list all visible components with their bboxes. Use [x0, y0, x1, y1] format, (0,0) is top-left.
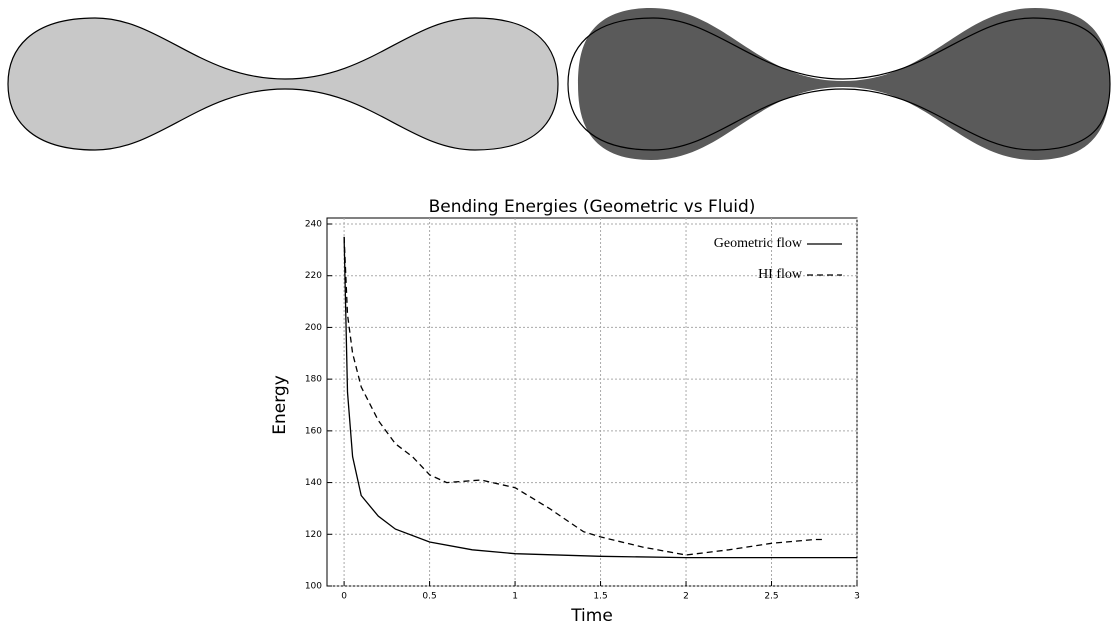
data-line [343, 236, 823, 556]
y-tick-label: 120 [305, 530, 322, 540]
x-tick-label: 0.5 [422, 592, 436, 602]
x-tick-label: 0 [341, 592, 347, 602]
y-tick-label: 160 [305, 426, 322, 436]
x-tick-label: 1.5 [593, 592, 607, 602]
y-tick-label: 140 [305, 478, 322, 488]
legend-label: HI flow [758, 267, 803, 282]
geometric-shape [7, 17, 559, 151]
y-tick-label: 200 [305, 323, 322, 333]
geometric-outline [567, 17, 1111, 151]
y-tick-label: 100 [305, 582, 322, 592]
x-tick-label: 3 [854, 592, 860, 602]
chart-title: Bending Energies (Geometric vs Fluid) [429, 197, 756, 217]
fluid-shape [578, 8, 1110, 160]
y-tick-label: 180 [305, 375, 322, 385]
x-tick-label: 1 [512, 592, 518, 602]
data-line [343, 236, 857, 559]
x-axis-label: Time [570, 606, 613, 626]
x-tick-label: 2 [683, 592, 689, 602]
legend-label: Geometric flow [714, 236, 803, 251]
x-tick-label: 2.5 [764, 592, 778, 602]
y-tick-label: 220 [305, 271, 322, 281]
y-tick-label: 240 [305, 220, 322, 230]
y-axis-label: Energy [270, 375, 290, 435]
